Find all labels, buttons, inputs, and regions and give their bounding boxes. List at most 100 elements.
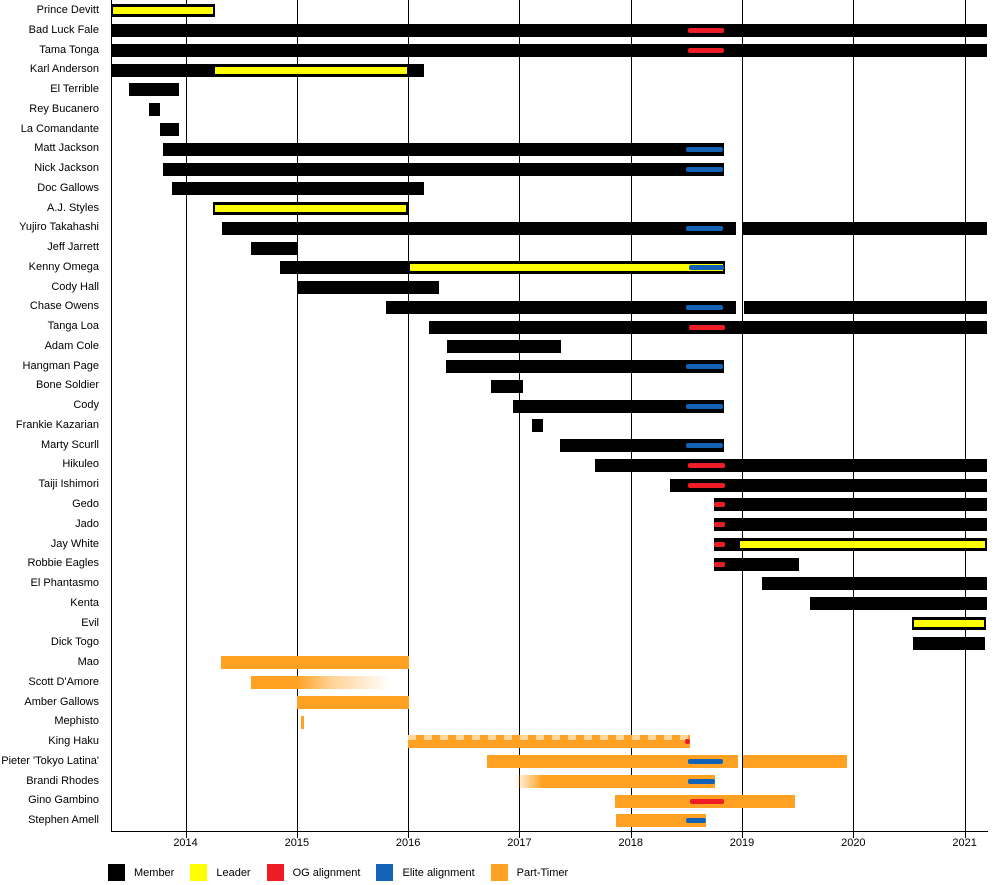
bar-segment-part	[301, 715, 304, 729]
row-labels: Prince Devitt Bad Luck Fale Tama Tonga Karl…	[0, 0, 105, 832]
row-label: Nick Jackson	[34, 162, 99, 175]
timeline-row	[111, 594, 988, 614]
bar-segment-part_fade_left	[513, 774, 716, 788]
row-label: Robbie Eagles	[27, 557, 99, 570]
bar-segment-member	[512, 399, 725, 413]
alignment-overlay-og	[687, 482, 726, 488]
axis-tick	[853, 832, 855, 838]
bar-segment-leader	[111, 4, 215, 18]
bar-segment-member	[251, 241, 297, 255]
axis-year-label: 2020	[841, 837, 866, 849]
legend-item-og: OG alignment	[266, 864, 360, 881]
axis-tick	[519, 832, 521, 838]
bar-segment-leader	[213, 202, 409, 216]
timeline-row	[111, 436, 988, 456]
timeline-row	[111, 278, 988, 298]
x-axis: 2014 2015 2016 2017 2018 2019 2020 2021	[173, 832, 977, 849]
bar-segment-member	[163, 142, 725, 156]
legend-swatch-elite	[376, 864, 394, 881]
row-label: Karl Anderson	[29, 63, 99, 76]
row-label: Chase Owens	[29, 300, 99, 313]
timeline-row	[111, 574, 988, 594]
alignment-overlay-og	[714, 502, 726, 508]
axis-tick	[408, 832, 410, 838]
bar-segment-part_fade_right	[296, 676, 391, 690]
timeline-row	[111, 218, 988, 238]
bar-segment-member	[111, 63, 214, 77]
bar-segment-part	[296, 695, 410, 709]
row-label: Jay White	[50, 537, 99, 550]
timeline-row	[111, 732, 988, 752]
alignment-overlay-elite	[686, 818, 707, 824]
alignment-overlay-elite	[686, 225, 724, 231]
alignment-overlay-og	[687, 47, 725, 53]
bar-segment-member	[447, 340, 561, 354]
alignment-overlay-og	[714, 561, 726, 567]
bar-segment-leader	[912, 616, 986, 630]
row-label: Cody Hall	[51, 280, 99, 293]
bar-segment-member	[490, 379, 523, 393]
bar-segment-part	[743, 755, 847, 769]
row-label: Mephisto	[54, 715, 99, 728]
alignment-overlay-elite	[688, 265, 725, 271]
row-label: Scott D'Amore	[28, 675, 99, 688]
gridline	[296, 0, 298, 832]
timeline-row	[111, 653, 988, 673]
timeline-row	[111, 475, 988, 495]
row-label: Adam Cole	[44, 339, 99, 352]
alignment-overlay-elite	[687, 778, 716, 784]
legend-swatch-member	[108, 864, 125, 881]
alignment-overlay-elite	[686, 304, 724, 310]
timeline-row	[111, 100, 988, 120]
alignment-overlay-og	[685, 739, 690, 745]
alignment-overlay-elite	[687, 759, 724, 765]
legend-item-elite: Elite alignment	[376, 864, 475, 881]
alignment-overlay-og	[687, 28, 725, 34]
row-label: Yujiro Takahashi	[19, 221, 99, 234]
alignment-overlay-og	[714, 522, 726, 528]
row-label: La Comandante	[20, 122, 99, 135]
bar-segment-member	[111, 43, 987, 57]
row-label: Kenta	[70, 596, 99, 609]
timeline-row	[111, 515, 988, 535]
bar-segment-member	[111, 24, 987, 38]
timeline-row	[111, 120, 988, 140]
gridline	[408, 0, 410, 832]
bar-segment-member	[913, 636, 985, 650]
axis-tick	[185, 832, 187, 838]
axis-year-label: 2014	[173, 837, 198, 849]
timeline-row	[111, 752, 988, 772]
row-label: Jeff Jarrett	[47, 241, 99, 254]
bar-segment-member	[148, 103, 160, 117]
timeline-row	[111, 297, 988, 317]
bar-segment-member	[385, 300, 737, 314]
row-label: Gedo	[72, 498, 99, 510]
plot-area	[111, 0, 988, 832]
gridline	[630, 0, 632, 832]
alignment-overlay-elite	[686, 403, 724, 409]
timeline-row	[111, 238, 988, 258]
legend-swatch-part	[490, 864, 508, 881]
gridline	[853, 0, 855, 832]
bar-segment-member	[714, 518, 987, 532]
axis-year-label: 2015	[284, 837, 310, 849]
axis-tick	[964, 832, 966, 838]
timeline-row	[111, 41, 988, 61]
row-label: Taiji Ishimori	[38, 478, 99, 491]
axis-year-label: 2021	[952, 837, 977, 849]
row-label: Amber Gallows	[24, 695, 99, 708]
bar-segment-part	[251, 676, 297, 690]
bar-segment-part	[487, 755, 738, 769]
legend-swatch-og	[266, 864, 284, 881]
bar-segment-member	[714, 498, 987, 512]
row-label: El Terrible	[50, 83, 99, 96]
bar-segment-member	[222, 221, 737, 235]
bar-segment-member	[159, 123, 179, 136]
bar-segment-member	[531, 419, 543, 433]
timeline-row	[111, 673, 988, 693]
timeline-row	[111, 199, 988, 219]
timeline-row	[111, 376, 988, 396]
bar-segment-member	[409, 63, 424, 77]
row-label: Rey Bucanero	[29, 102, 99, 115]
axis-year-label: 2016	[395, 837, 421, 849]
